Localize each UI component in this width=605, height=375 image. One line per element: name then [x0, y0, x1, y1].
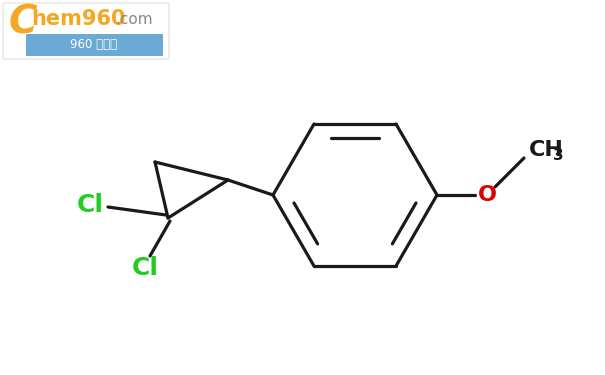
Text: CH: CH [529, 140, 564, 160]
Text: hem960: hem960 [31, 9, 125, 29]
Text: .com: .com [115, 12, 152, 27]
FancyBboxPatch shape [3, 3, 169, 59]
Text: Cl: Cl [131, 256, 159, 280]
FancyBboxPatch shape [26, 34, 163, 56]
Text: 3: 3 [553, 148, 564, 164]
Text: Cl: Cl [76, 193, 103, 217]
Text: 960 化工网: 960 化工网 [70, 39, 117, 51]
Text: O: O [477, 185, 497, 205]
Text: C: C [9, 4, 38, 42]
